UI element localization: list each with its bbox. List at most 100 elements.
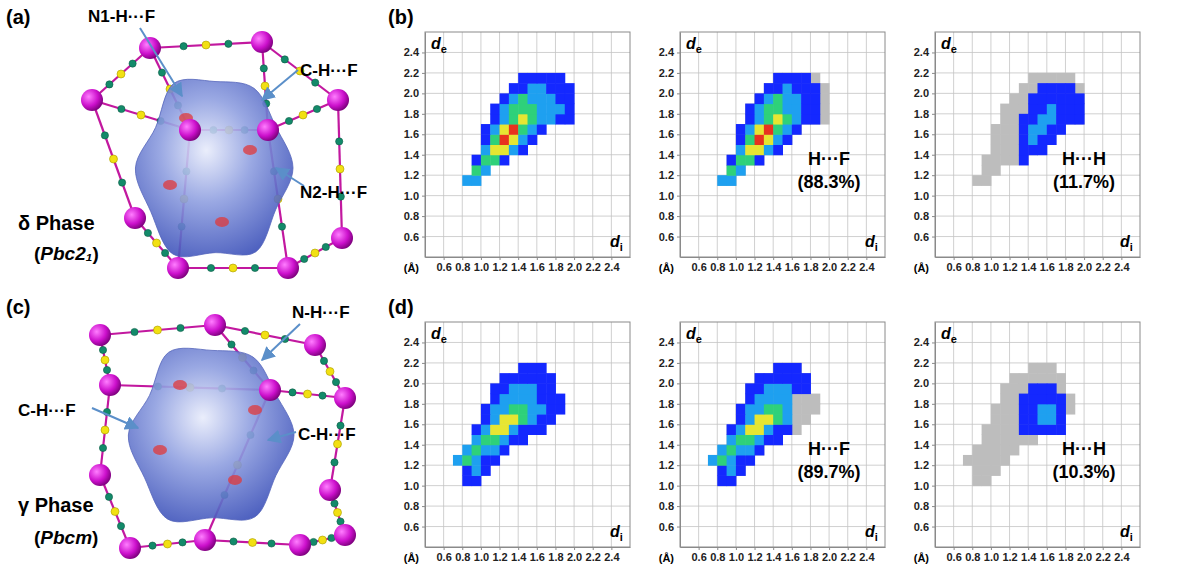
density-cell (472, 155, 482, 166)
tick-mark (932, 363, 935, 364)
tick-label: 1.4 (766, 261, 782, 273)
background-cell (1010, 155, 1020, 166)
unit-label: (Å) (914, 552, 930, 564)
tick-mark (677, 363, 680, 364)
tick: 1.2 (659, 169, 680, 181)
grid-line (574, 32, 575, 257)
bond (268, 100, 338, 130)
background-cell (755, 373, 765, 384)
background-cell (1028, 394, 1038, 405)
density-cell (773, 435, 783, 446)
grid-line (680, 342, 885, 343)
background-cell (783, 134, 793, 145)
density-cell (1028, 104, 1038, 115)
tick-mark (932, 445, 935, 446)
tick: 2.4 (404, 336, 425, 348)
density-cell (1028, 93, 1038, 104)
tick: 1.4 (1021, 547, 1037, 563)
tick: 2.4 (659, 46, 680, 58)
tick-label: 2.2 (841, 261, 856, 273)
tick: 2.2 (404, 67, 425, 79)
background-cell (745, 114, 755, 125)
grid-line (935, 216, 1140, 217)
tick: 1.4 (659, 149, 680, 161)
density-cell (755, 155, 765, 166)
background-cell (801, 73, 811, 84)
carbon-atom (177, 324, 184, 331)
tick: 1.2 (492, 257, 507, 273)
density-cell (773, 134, 783, 145)
grid-line (680, 506, 885, 507)
tick-label: 1.0 (659, 480, 674, 492)
background-cell (792, 83, 802, 94)
tick-label: 1.2 (659, 169, 674, 181)
carbon-atom (322, 243, 329, 250)
tick-label: 2.4 (1114, 551, 1130, 563)
tick-mark (932, 196, 935, 197)
density-cell (528, 93, 538, 104)
background-cell (1000, 455, 1010, 466)
density-cell (727, 455, 737, 466)
tick: 0.6 (691, 547, 706, 563)
density-cell (462, 445, 472, 456)
nitrogen-atom (117, 70, 125, 78)
density-cell (500, 93, 510, 104)
density-cell (792, 93, 802, 104)
density-cell (462, 175, 472, 186)
tick-label: 1.6 (530, 261, 545, 273)
tick-mark (1084, 547, 1085, 550)
tick-label: 2.0 (822, 261, 837, 273)
background-cell (764, 383, 774, 394)
tick-mark (462, 547, 463, 550)
density-cell (500, 435, 510, 446)
tick-mark (932, 134, 935, 135)
background-cell (736, 404, 746, 415)
density-cell (727, 155, 737, 166)
background-cell (801, 373, 811, 384)
density-cell (546, 383, 556, 394)
density-cell (1028, 394, 1038, 405)
density-cell (481, 465, 491, 476)
density-cell (801, 73, 811, 84)
tick-label: 2.2 (841, 551, 856, 563)
background-cell (764, 435, 774, 446)
grid-line (443, 322, 444, 547)
background-cell (783, 373, 793, 384)
sphere-atom (331, 227, 353, 249)
tick-label: 1.0 (474, 261, 489, 273)
tick-mark (1121, 257, 1122, 260)
tick-label: 2.4 (404, 336, 420, 348)
background-cell (982, 155, 992, 166)
density-cell (555, 394, 565, 405)
tick-mark (677, 196, 680, 197)
background-cell (972, 475, 982, 486)
tick-mark (1010, 257, 1011, 260)
tick-mark (773, 547, 774, 550)
density-cell (472, 455, 482, 466)
tick: 1.8 (548, 257, 563, 273)
grid-line (425, 175, 630, 176)
background-cell (755, 424, 765, 435)
tick-label: 1.8 (659, 398, 674, 410)
nitrogen-atom (261, 82, 269, 90)
tick: 2.0 (567, 547, 582, 563)
density-cell (537, 93, 547, 104)
carbon-atom (319, 392, 326, 399)
tick: 1.8 (1058, 257, 1073, 273)
nitrogen-atom (319, 536, 327, 544)
background-cell (1000, 394, 1010, 405)
background-cell (1019, 104, 1029, 115)
density-cell (500, 445, 510, 456)
density-cell (1038, 93, 1048, 104)
grid-line (425, 216, 630, 217)
tick: 1.2 (492, 547, 507, 563)
background-cell (1047, 404, 1057, 415)
tick-label: 0.8 (710, 551, 725, 563)
fingerprint-plot: 0.60.81.01.21.41.61.82.02.22.40.60.81.01… (914, 322, 1141, 564)
background-cell (755, 93, 765, 104)
background-cell (1000, 404, 1010, 415)
background-cell (1019, 83, 1029, 94)
contact-spot (163, 180, 177, 190)
density-cell (481, 124, 491, 135)
density-cell (518, 134, 528, 145)
